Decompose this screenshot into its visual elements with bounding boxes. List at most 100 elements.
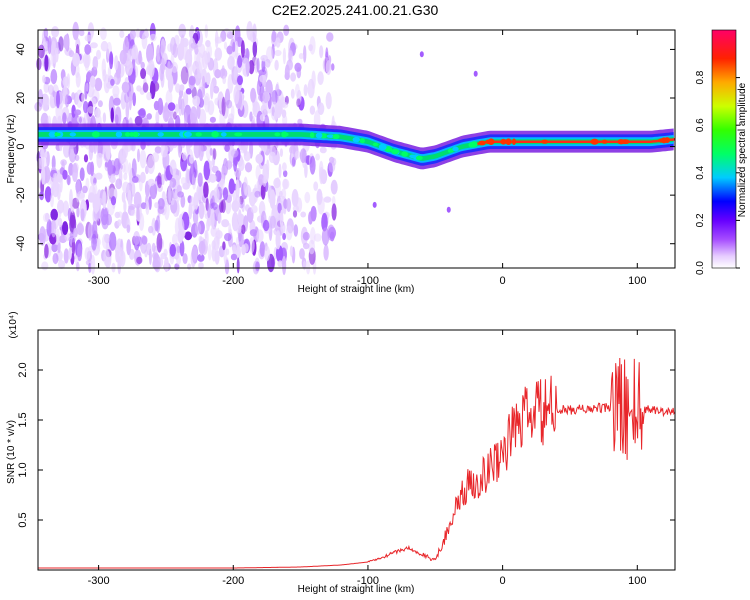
spectrogram-noise-blob [44, 151, 48, 159]
spectrogram-noise-blob [182, 253, 188, 265]
spectrogram-noise-blob [128, 91, 132, 111]
spectrogram-noise-blob [148, 225, 154, 234]
spectrogram-noise-blob [256, 57, 260, 73]
spectrogram-noise-blob [222, 187, 229, 201]
spectrogram-noise-blob [323, 244, 329, 261]
spectrogram-noise-blob [140, 202, 147, 210]
spectrogram-noise-blob [255, 261, 260, 272]
spectrogram-noise-blob [133, 191, 142, 209]
ridge-blob [54, 132, 61, 137]
spectrogram-noise-blob [172, 233, 178, 246]
y-tick-label: 20 [15, 92, 27, 104]
y-tick-label: 1.5 [17, 412, 29, 427]
spectrogram-noise-blob [279, 148, 283, 158]
spectrogram-noise-blob [294, 150, 301, 159]
spectrogram-noise-blob [41, 93, 50, 112]
colorbar: 0.0 0.2 0.4 0.6 0.8 Normalized spectral ampl… [695, 29, 748, 275]
spectrogram-noise-blob [140, 68, 147, 80]
spectrogram-noise-blob [244, 162, 253, 173]
spectrogram-noise-blob [244, 48, 250, 61]
ridge-blob [315, 132, 323, 139]
spectrogram-noise-blob [290, 88, 295, 99]
spectrogram-noise-blob [282, 255, 287, 276]
spectrogram-noise-blob [149, 183, 158, 200]
spectrogram-noise-blob [146, 113, 152, 120]
spectrogram-noise-blob [317, 195, 325, 215]
y-tick-label: -20 [15, 187, 27, 203]
spectrogram-noise-blob [169, 177, 177, 188]
spectrogram-noise-blob [230, 105, 235, 120]
x-tick-label: -200 [222, 575, 244, 587]
spectrogram-noise-blob [81, 92, 85, 103]
spectrogram-noise-blob [179, 84, 185, 91]
spectrogram-noise-blob [249, 229, 258, 237]
spectrogram-noise-blob [256, 229, 264, 243]
spectrogram-noise-blob [188, 75, 196, 86]
spectrogram-noise-blob [121, 81, 130, 94]
spectrogram-noise-blob [289, 245, 294, 257]
spectrogram-noise-blob [193, 192, 199, 211]
spectrogram-noise-blob [43, 81, 50, 94]
spectrogram-noise-blob [296, 67, 302, 79]
spectrogram-noise-blob [246, 21, 253, 41]
spectrogram-noise-blob [310, 227, 316, 245]
spectrogram-noise-blob [265, 58, 271, 68]
spectrogram-noise-blob [160, 38, 166, 58]
x-tick-label: -100 [357, 575, 379, 587]
ridge-blob [184, 131, 192, 138]
spectrogram-noise-blob [167, 102, 176, 111]
spectrogram-noise-blob [230, 253, 238, 261]
spectrogram-noise-blob [132, 92, 136, 107]
spectrogram-noise-blob [192, 95, 201, 107]
spectrogram-noise-blob [248, 60, 255, 75]
spectrogram-noise-blob [100, 27, 107, 40]
spectrogram-noise-blob [321, 227, 330, 246]
spectrogram-noise-blob [223, 245, 227, 265]
spectrogram-noise-blob [149, 33, 157, 42]
spectrogram-noise-blob [84, 44, 92, 55]
spectrogram-noise-blob [193, 159, 198, 179]
spectrogram-noise-blob [215, 170, 222, 182]
spectrogram-noise-blob [206, 202, 211, 219]
spectrogram-noise-blob [151, 81, 160, 92]
spectrogram-noise-blob [62, 200, 70, 217]
spectrogram-noise-blob [177, 191, 185, 198]
spectrogram-noise-blob [325, 92, 332, 110]
ridge-blob [617, 139, 625, 145]
spectrogram-noise-blob [309, 155, 316, 175]
spectrogram-noise-blob [255, 153, 263, 164]
ridge-blob [48, 131, 56, 138]
colorbar-tick-label: 0.8 [695, 70, 706, 84]
spectrogram-noise-blob [278, 163, 282, 178]
spectrogram-noise-blob [419, 51, 424, 58]
spectrogram-noise-blob [319, 45, 324, 59]
spectrogram-noise-blob [212, 148, 217, 160]
spectrogram-noise-blob [161, 173, 165, 186]
spectrogram-noise-blob [169, 159, 177, 176]
spectrogram-noise-blob [252, 40, 258, 58]
spectrogram-noise-blob [69, 189, 73, 209]
spectrogram-noise-blob [48, 84, 54, 95]
spectrogram-noise-blob [198, 108, 207, 127]
spectrogram-noise-blob [184, 231, 193, 241]
spectrogram-noise-blob [168, 184, 172, 204]
spectrogram-noise-blob [44, 186, 52, 203]
y-tick-label: 40 [15, 43, 27, 55]
spectrogram-noise-blob [109, 51, 114, 70]
spectrogram-noise-blob [152, 252, 159, 260]
spectrogram-noise-blob [123, 199, 127, 213]
spectrogram-noise-blob [68, 236, 76, 243]
ridge-blob [234, 132, 243, 137]
spectrogram-noise-blob [55, 228, 60, 244]
spectrogram-noise-blob [282, 162, 287, 172]
spectrogram-noise-blob [71, 163, 78, 182]
spectrogram-noise-blob [209, 147, 213, 156]
spectrogram-noise-blob [209, 160, 213, 171]
spectrogram-noise-blob [89, 143, 95, 153]
spectrogram-noise-blob [331, 203, 337, 221]
x-tick-label: 0 [500, 575, 506, 587]
ridge-blob [115, 131, 123, 138]
ridge-blob [590, 138, 599, 145]
spectrogram-noise-blob [300, 211, 307, 218]
spectrogram-noise-blob [274, 49, 282, 57]
